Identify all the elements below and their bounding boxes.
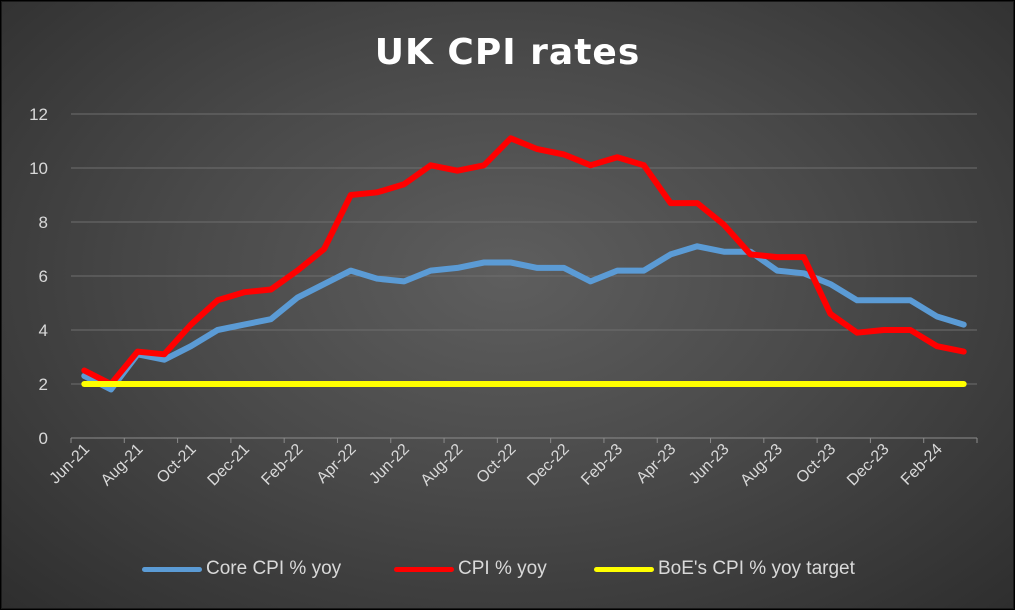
legend-swatch-cpi [394, 566, 454, 572]
x-tick-label: Aug-21 [98, 441, 147, 490]
x-tick-labels: Jun-21 Aug-21 Oct-21 Dec-21 Feb-22 Apr-22 Jun-… [47, 441, 946, 490]
x-tick-label: Feb-24 [898, 441, 946, 489]
y-tick-label: 10 [29, 159, 48, 178]
y-tick-label: 0 [39, 429, 48, 448]
x-tick-label: Dec-21 [205, 441, 254, 490]
x-tick-label: Feb-23 [578, 441, 626, 489]
legend-item-boe-target: BoE's CPI % yoy target [594, 558, 855, 580]
x-tick-label: Oct-21 [154, 441, 200, 487]
legend-swatch-boe-target [594, 566, 654, 572]
legend-item-cpi: CPI % yoy [394, 558, 547, 580]
legend-swatch-core-cpi [142, 566, 202, 572]
legend-label-cpi: CPI % yoy [458, 558, 547, 579]
x-tick-label: Apr-23 [633, 441, 679, 487]
series-line-1 [81, 135, 967, 387]
legend-item-core-cpi: Core CPI % yoy [142, 558, 341, 580]
y-tick-label: 6 [39, 267, 48, 286]
axes [70, 437, 978, 443]
y-tick-label: 4 [39, 321, 48, 340]
legend-label-core-cpi: Core CPI % yoy [206, 558, 342, 579]
x-tick-label: Aug-23 [737, 441, 786, 490]
x-tick-label: Jun-21 [47, 441, 94, 488]
x-tick-label: Dec-22 [524, 441, 573, 490]
x-tick-label: Jun-22 [366, 441, 413, 488]
legend-label-boe-target: BoE's CPI % yoy target [658, 558, 855, 579]
y-tick-label: 12 [29, 105, 48, 124]
y-tick-labels: 0 2 4 6 8 10 12 [29, 105, 48, 448]
x-tick-label: Aug-22 [418, 441, 467, 490]
x-tick-label: Feb-22 [258, 441, 306, 489]
y-tick-label: 2 [39, 375, 48, 394]
x-tick-label: Oct-22 [474, 441, 520, 487]
y-tick-label: 8 [39, 213, 48, 232]
x-tick-label: Oct-23 [793, 441, 839, 487]
gridlines [71, 113, 977, 385]
series-lines [81, 135, 967, 393]
chart-title: UK CPI rates [374, 32, 641, 73]
x-tick-label: Dec-23 [844, 441, 893, 490]
legend: Core CPI % yoy CPI % yoy BoE's CPI % yoy… [2, 558, 1013, 584]
x-tick-label: Apr-22 [314, 441, 360, 487]
x-tick-label: Jun-23 [686, 441, 733, 488]
